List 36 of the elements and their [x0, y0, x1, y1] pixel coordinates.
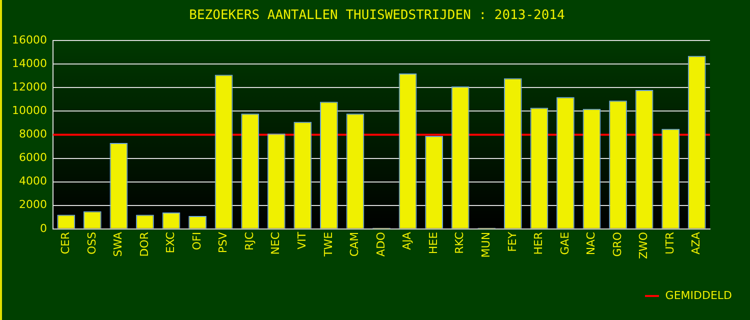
y-tick-label: 10000: [12, 104, 47, 118]
x-tick-label: RJC: [242, 232, 256, 251]
y-tick-label: 6000: [18, 151, 47, 164]
x-tick-label: DOR: [138, 232, 151, 257]
x-tick-label: CER: [58, 232, 72, 254]
x-tick-label: HEE: [426, 232, 440, 254]
x-tick-label: AJA: [400, 231, 414, 250]
y-tick-label: 2000: [18, 198, 47, 212]
y-tick-label: 16000: [12, 33, 47, 46]
y-tick-label: 8000: [18, 128, 47, 141]
y-tick-label: 4000: [18, 174, 47, 188]
y-tick-label: 14000: [12, 57, 47, 70]
y-tick-label: 12000: [12, 80, 47, 94]
x-tick-label: ADO: [374, 232, 388, 257]
legend-label: GEMIDDELD: [665, 289, 732, 302]
chart-title: BEZOEKERS AANTALLEN THUISWEDSTRIJDEN : 2013-2014: [188, 8, 566, 23]
x-tick-label: NAC: [584, 232, 598, 256]
x-tick-label: NEC: [269, 232, 282, 255]
x-tick-label: ZWO: [637, 232, 650, 260]
x-tick-label: FEY: [506, 232, 519, 252]
x-tick-label: TWE: [322, 232, 335, 258]
x-tick-label: HER: [532, 232, 546, 255]
x-tick-label: OSS: [85, 232, 98, 255]
x-tick-label: GAE: [558, 232, 572, 255]
x-tick-label: GRO: [610, 232, 624, 257]
x-tick-label: SWA: [112, 231, 125, 257]
x-tick-label: EXC: [164, 232, 178, 254]
x-tick-label: OFI: [190, 232, 204, 250]
x-tick-label: UTR: [663, 232, 676, 254]
y-tick-label: 0: [40, 222, 47, 235]
x-tick-label: CAM: [348, 232, 362, 257]
x-tick-label: PSV: [216, 231, 230, 254]
x-tick-label: MUN: [479, 232, 492, 258]
x-tick-label: AZA: [690, 231, 703, 255]
x-tick-label: RKC: [453, 232, 466, 254]
x-tick-label: VIT: [296, 232, 309, 250]
